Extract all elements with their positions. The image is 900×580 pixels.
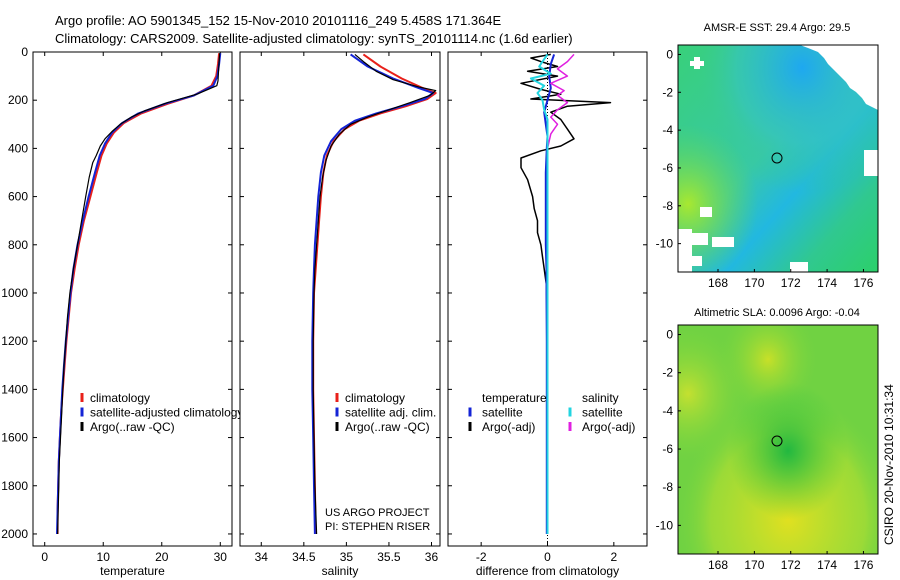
sst-map-land-mask bbox=[678, 45, 878, 272]
temperature-xtick-label: 20 bbox=[155, 550, 169, 564]
figure-title-line-2: Climatology: CARS2009. Satellite-adjuste… bbox=[55, 31, 573, 46]
depth-tick-label: 200 bbox=[8, 93, 28, 107]
map-xtick-label: 168 bbox=[708, 558, 728, 572]
depth-tick-label: 2000 bbox=[1, 527, 28, 541]
timestamp-stamp: CSIRO 20-Nov-2010 10:31:34 bbox=[882, 384, 896, 545]
map-ytick-label: -4 bbox=[662, 404, 673, 418]
temperature-series-2 bbox=[57, 53, 221, 535]
depth-tick-label: 1800 bbox=[1, 479, 28, 493]
difference-xtick-label: -2 bbox=[476, 550, 487, 564]
map-xtick-label: 174 bbox=[817, 558, 837, 572]
map-xtick-label: 170 bbox=[744, 558, 764, 572]
map-xtick-label: 170 bbox=[744, 276, 764, 290]
difference-series-3 bbox=[529, 53, 552, 534]
sst-map-axes: 168 170 172 174 176 0 -2 -4 -6 -8 -10 bbox=[656, 47, 874, 290]
map-xtick-label: 168 bbox=[708, 276, 728, 290]
sla-map-title: Altimetric SLA: 0.0096 Argo: -0.04 bbox=[694, 307, 860, 319]
temperature-xtick-label: 10 bbox=[97, 550, 111, 564]
temperature-xtick-label: 30 bbox=[214, 550, 228, 564]
temperature-xlabel: temperature bbox=[100, 564, 165, 578]
sst-map-panel: AMSR-E SST: 29.4 Argo: 29.5 168 170 172 174… bbox=[656, 22, 879, 290]
difference-xtick-label: 2 bbox=[610, 550, 617, 564]
pi-credit: PI: STEPHEN RISER bbox=[325, 521, 430, 533]
legend-label: satellite-adjusted climatology bbox=[90, 406, 243, 420]
map-ytick-label: -8 bbox=[662, 480, 673, 494]
depth-tick-label: 1600 bbox=[1, 431, 28, 445]
depth-tick-label: 800 bbox=[8, 238, 28, 252]
map-ytick-label: -10 bbox=[656, 237, 674, 251]
difference-xlabel: difference from climatology bbox=[476, 564, 619, 578]
sla-map-low-center bbox=[678, 325, 878, 554]
map-xtick-label: 172 bbox=[781, 276, 801, 290]
sla-map-panel: Altimetric SLA: 0.0096 Argo: -0.04 168 17… bbox=[656, 307, 879, 572]
salinity-xtick-label: 35 bbox=[340, 550, 354, 564]
argo-float-location-sst bbox=[771, 152, 783, 164]
temperature-profile-panel: 0 10 20 30 temperature 0 200 400 600 800 1000 1200 1… bbox=[1, 45, 243, 578]
depth-tick-label: 600 bbox=[8, 190, 28, 204]
map-ytick-label: -8 bbox=[662, 199, 673, 213]
temperature-xtick-label: 0 bbox=[41, 550, 48, 564]
legend-label: climatology bbox=[345, 391, 405, 405]
depth-tick-label: 400 bbox=[8, 141, 28, 155]
legend-group-title-salinity: salinity bbox=[582, 391, 619, 405]
sst-map-warm-patch bbox=[678, 45, 878, 272]
map-ytick-label: 0 bbox=[666, 47, 673, 61]
depth-tick-label: 1200 bbox=[1, 334, 28, 348]
sla-map-axes: 168 170 172 174 176 0 -2 -4 -6 -8 -10 bbox=[656, 328, 874, 572]
map-ytick-label: 0 bbox=[666, 328, 673, 342]
legend-label: climatology bbox=[90, 391, 150, 405]
salinity-xtick-label: 35.5 bbox=[377, 550, 401, 564]
salinity-xtick-label: 34.5 bbox=[292, 550, 316, 564]
legend-label: Argo(..raw -QC) bbox=[345, 420, 430, 434]
map-xtick-label: 176 bbox=[853, 558, 873, 572]
sla-map-frame bbox=[677, 324, 879, 555]
map-ytick-label: -10 bbox=[656, 518, 674, 532]
legend-label: satellite bbox=[582, 406, 623, 420]
sst-map-frame bbox=[677, 44, 879, 273]
map-ytick-label: -2 bbox=[662, 85, 673, 99]
map-ytick-label: -6 bbox=[662, 161, 673, 175]
figure-title-line-1: Argo profile: AO 5901345_152 15-Nov-2010… bbox=[55, 13, 502, 28]
map-xtick-label: 172 bbox=[781, 558, 801, 572]
legend-label: satellite bbox=[482, 406, 523, 420]
map-xtick-label: 176 bbox=[853, 276, 873, 290]
salinity-profile-panel: 34 34.5 35 35.5 36 salinity climatologysatelli… bbox=[239, 51, 441, 578]
sst-map-title: AMSR-E SST: 29.4 Argo: 29.5 bbox=[704, 22, 851, 34]
project-credit: US ARGO PROJECT bbox=[325, 507, 430, 519]
legend-label: Argo(-adj) bbox=[582, 420, 635, 434]
depth-tick-label: 1000 bbox=[1, 286, 28, 300]
legend-label: Argo(..raw -QC) bbox=[90, 420, 175, 434]
difference-xtick-label: 0 bbox=[544, 550, 551, 564]
argo-float-location-sla bbox=[771, 435, 783, 447]
salinity-axes-frame bbox=[239, 51, 441, 547]
map-ytick-label: -4 bbox=[662, 123, 673, 137]
legend-label: Argo(-adj) bbox=[482, 420, 535, 434]
depth-tick-label: 1400 bbox=[1, 382, 28, 396]
map-xtick-label: 174 bbox=[817, 276, 837, 290]
salinity-xtick-label: 36 bbox=[425, 550, 439, 564]
legend-group-title-temperature: temperature bbox=[482, 391, 547, 405]
map-ytick-label: -6 bbox=[662, 442, 673, 456]
temperature-axes-frame bbox=[32, 51, 233, 547]
salinity-series-2 bbox=[312, 53, 437, 535]
salinity-xtick-label: 34 bbox=[255, 550, 269, 564]
map-ytick-label: -2 bbox=[662, 366, 673, 380]
legend-label: satellite adj. clim. bbox=[345, 406, 436, 420]
salinity-xlabel: salinity bbox=[322, 564, 359, 578]
salinity-series-1 bbox=[311, 53, 435, 535]
depth-tick-label: 0 bbox=[21, 45, 28, 59]
